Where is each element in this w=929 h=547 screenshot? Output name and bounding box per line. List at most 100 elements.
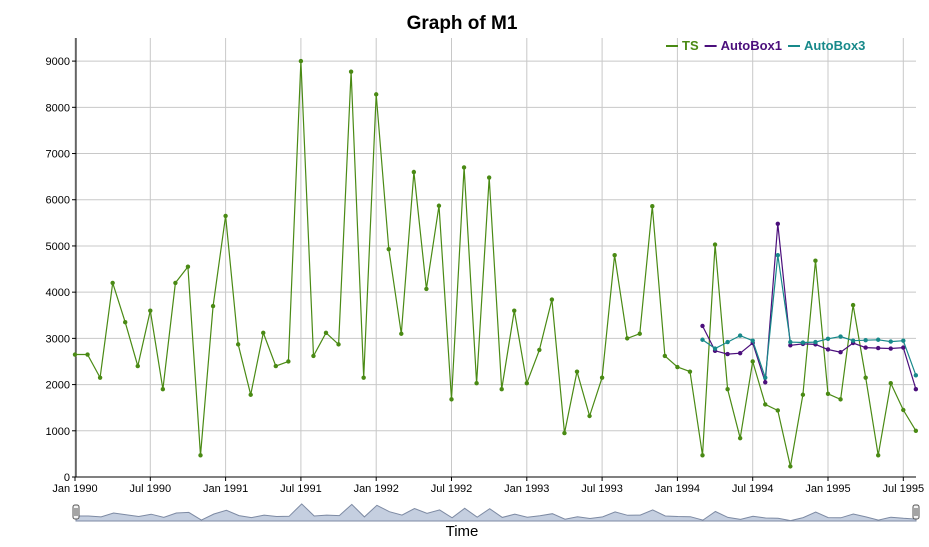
data-point-ts[interactable]	[323, 330, 329, 336]
data-point-ts[interactable]	[424, 286, 429, 292]
range-handle-right[interactable]	[912, 504, 920, 520]
data-point-autobox3[interactable]	[750, 338, 755, 343]
data-point-ts[interactable]	[800, 392, 806, 397]
data-point-ts[interactable]	[436, 203, 442, 208]
data-point-ts[interactable]	[549, 297, 555, 302]
data-point-autobox3[interactable]	[901, 338, 906, 343]
data-point-ts[interactable]	[512, 308, 517, 313]
data-point-autobox3[interactable]	[863, 338, 868, 343]
data-point-ts[interactable]	[637, 331, 642, 336]
data-point-autobox1[interactable]	[737, 350, 743, 356]
data-point-ts[interactable]	[888, 380, 893, 386]
data-point-autobox3[interactable]	[888, 339, 893, 344]
data-point-ts[interactable]	[223, 213, 228, 219]
data-point-ts[interactable]	[298, 58, 304, 64]
data-point-autobox1[interactable]	[725, 351, 730, 357]
data-point-autobox3[interactable]	[725, 339, 730, 345]
data-point-autobox3[interactable]	[737, 333, 743, 338]
data-point-ts[interactable]	[72, 352, 78, 357]
data-point-autobox1[interactable]	[763, 380, 768, 385]
data-point-ts[interactable]	[374, 92, 379, 97]
data-point-autobox1[interactable]	[901, 345, 906, 350]
data-point-ts[interactable]	[185, 264, 191, 269]
data-point-ts[interactable]	[235, 342, 241, 347]
data-point-ts[interactable]	[587, 413, 592, 419]
data-point-ts[interactable]	[286, 359, 291, 364]
data-point-autobox3[interactable]	[838, 334, 843, 339]
data-point-ts[interactable]	[97, 375, 103, 380]
data-point-ts[interactable]	[486, 175, 492, 180]
data-point-ts[interactable]	[348, 69, 354, 74]
data-point-ts[interactable]	[123, 319, 128, 325]
data-point-ts[interactable]	[599, 375, 605, 380]
data-point-ts[interactable]	[336, 342, 341, 347]
data-point-ts[interactable]	[85, 352, 90, 357]
data-point-ts[interactable]	[386, 246, 391, 252]
data-point-ts[interactable]	[411, 169, 417, 175]
data-point-ts[interactable]	[712, 242, 718, 247]
data-point-ts[interactable]	[524, 380, 529, 386]
data-point-ts[interactable]	[198, 453, 203, 458]
data-point-autobox3[interactable]	[825, 336, 831, 342]
legend[interactable]: TS AutoBox1 AutoBox3	[666, 38, 865, 53]
legend-item-autobox3[interactable]: AutoBox3	[788, 38, 865, 53]
data-point-ts[interactable]	[687, 369, 693, 374]
data-point-ts[interactable]	[813, 258, 818, 263]
data-point-ts[interactable]	[248, 392, 253, 397]
data-point-ts[interactable]	[574, 369, 580, 374]
data-point-ts[interactable]	[361, 375, 366, 380]
data-point-ts[interactable]	[449, 397, 454, 402]
data-point-ts[interactable]	[825, 391, 831, 397]
data-point-autobox3[interactable]	[763, 375, 768, 380]
data-point-autobox3[interactable]	[800, 340, 806, 345]
range-selector[interactable]	[72, 503, 920, 522]
data-point-ts[interactable]	[261, 330, 266, 336]
data-point-ts[interactable]	[662, 353, 668, 359]
data-point-autobox3[interactable]	[913, 373, 919, 378]
data-point-autobox3[interactable]	[775, 252, 780, 258]
data-point-ts[interactable]	[562, 430, 567, 436]
data-point-ts[interactable]	[148, 308, 153, 313]
data-point-ts[interactable]	[850, 302, 856, 308]
legend-item-autobox1[interactable]: AutoBox1	[704, 38, 782, 53]
handle-grip[interactable]	[72, 504, 80, 520]
data-point-autobox1[interactable]	[838, 350, 843, 355]
data-point-ts[interactable]	[725, 387, 730, 392]
data-point-autobox3[interactable]	[700, 337, 705, 342]
data-point-ts[interactable]	[110, 280, 115, 286]
data-point-ts[interactable]	[737, 435, 743, 441]
data-point-autobox1[interactable]	[825, 347, 831, 352]
data-point-ts[interactable]	[675, 364, 680, 370]
data-point-ts[interactable]	[763, 402, 768, 407]
data-point-ts[interactable]	[788, 464, 793, 469]
data-point-ts[interactable]	[775, 408, 780, 413]
data-point-ts[interactable]	[311, 353, 316, 359]
data-point-ts[interactable]	[474, 380, 479, 386]
data-point-autobox1[interactable]	[700, 323, 705, 329]
data-point-ts[interactable]	[173, 280, 178, 286]
data-point-autobox1[interactable]	[913, 387, 919, 392]
data-point-autobox3[interactable]	[850, 338, 856, 343]
data-point-ts[interactable]	[399, 331, 404, 336]
data-point-autobox3[interactable]	[788, 339, 793, 345]
data-point-ts[interactable]	[901, 407, 906, 413]
legend-item-ts[interactable]: TS	[666, 38, 699, 53]
data-point-ts[interactable]	[210, 303, 216, 309]
data-point-autobox1[interactable]	[863, 345, 868, 350]
data-point-autobox1[interactable]	[775, 221, 780, 226]
data-point-ts[interactable]	[612, 252, 617, 258]
data-point-ts[interactable]	[750, 359, 755, 364]
data-point-ts[interactable]	[273, 363, 278, 369]
data-point-autobox1[interactable]	[888, 346, 893, 351]
range-handle-left[interactable]	[72, 504, 80, 520]
data-point-ts[interactable]	[650, 204, 655, 209]
data-point-autobox3[interactable]	[712, 346, 718, 351]
data-point-ts[interactable]	[625, 336, 630, 341]
data-point-ts[interactable]	[700, 453, 705, 458]
data-point-ts[interactable]	[499, 387, 504, 392]
data-point-autobox1[interactable]	[788, 343, 793, 348]
handle-grip[interactable]	[912, 504, 920, 520]
data-point-ts[interactable]	[838, 397, 843, 402]
data-point-ts[interactable]	[461, 165, 467, 170]
data-point-ts[interactable]	[876, 453, 881, 458]
